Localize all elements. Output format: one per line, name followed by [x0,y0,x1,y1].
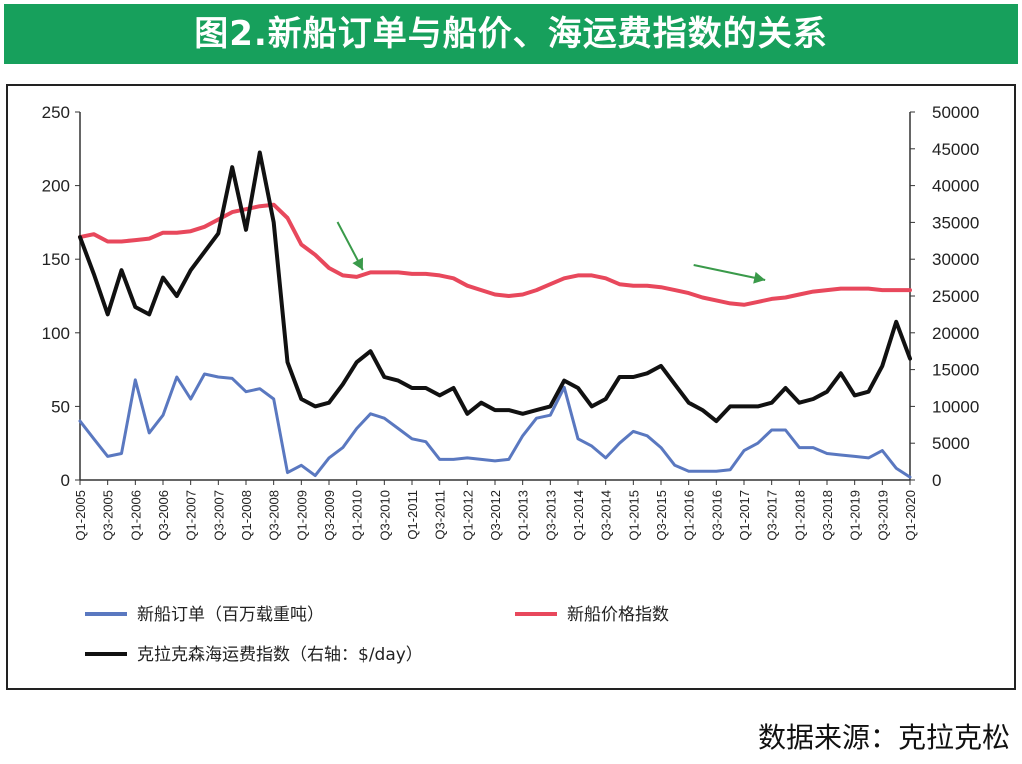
series-line-clarksea-index [78,150,912,424]
x-tick-label: Q1-2005 [73,490,88,541]
x-tick-label: Q3-2014 [599,490,614,541]
left-tick-label: 100 [42,324,70,343]
annotation-arrow-2-head [753,271,766,284]
x-tick-label: Q1-2014 [571,490,586,541]
x-tick-label: Q1-2015 [626,490,641,541]
legend-label: 新船订单（百万载重吨） [137,605,324,625]
x-tick-label: Q3-2007 [211,490,226,541]
x-tick-label: Q1-2009 [294,490,309,541]
x-tick-label: Q3-2015 [654,490,669,541]
chart-title-banner: 图2.新船订单与船价、海运费指数的关系 [4,4,1018,64]
x-tick-label: Q3-2005 [101,490,116,541]
x-tick-label: Q1-2020 [903,490,918,541]
left-tick-label: 250 [42,103,70,122]
legend-label: 新船价格指数 [567,605,669,625]
right-tick-label: 40000 [932,177,979,196]
x-tick-label: Q3-2018 [820,490,835,541]
x-tick-label: Q1-2019 [848,490,863,541]
x-tick-label: Q3-2017 [765,490,780,541]
x-tick-label: Q1-2007 [184,490,199,541]
right-tick-label: 10000 [932,397,979,416]
x-tick-label: Q1-2012 [460,490,475,541]
x-tick-label: Q1-2006 [128,490,143,541]
right-tick-label: 35000 [932,213,979,232]
annotation-arrow-1-head [352,257,364,270]
x-tick-label: Q3-2009 [322,490,337,541]
x-tick-label: Q1-2008 [239,490,254,541]
x-tick-label: Q1-2016 [682,490,697,541]
x-tick-label: Q1-2017 [737,490,752,541]
right-tick-label: 20000 [932,324,979,343]
series-line-new-orders [78,372,912,479]
left-tick-label: 0 [61,471,70,490]
right-tick-label: 50000 [932,103,979,122]
x-tick-label: Q3-2019 [875,490,890,541]
x-tick-label: Q3-2006 [156,490,171,541]
right-tick-label: 5000 [932,434,970,453]
left-tick-label: 200 [42,177,70,196]
x-tick-label: Q3-2011 [433,490,448,540]
x-tick-label: Q1-2010 [350,490,365,541]
x-tick-label: Q3-2012 [488,490,503,541]
legend-label: 克拉克森海运费指数（右轴：$/day） [137,645,423,665]
data-source-caption: 数据来源：克拉克松 [757,721,1010,754]
x-tick-label: Q1-2013 [516,490,531,541]
x-tick-label: Q1-2018 [792,490,807,541]
left-tick-label: 50 [51,397,70,416]
annotation-arrow-2-shaft [693,264,766,281]
line-chart: 0 50 100 150 200 250 0 5000 10000 15000 20000 25000… [42,103,980,665]
right-tick-label: 45000 [932,140,979,159]
x-tick-label: Q1-2011 [405,490,420,540]
series-line-newbuild-price-index [78,202,912,307]
x-tick-label: Q3-2008 [267,490,282,541]
right-tick-label: 0 [932,471,941,490]
x-tick-label: Q3-2010 [377,490,392,541]
x-tick-label: Q3-2013 [543,490,558,541]
chart-frame [6,84,1016,690]
x-tick-label: Q3-2016 [709,490,724,541]
right-tick-label: 30000 [932,250,979,269]
left-tick-label: 150 [42,250,70,269]
right-tick-label: 15000 [932,361,979,380]
right-tick-label: 25000 [932,287,979,306]
